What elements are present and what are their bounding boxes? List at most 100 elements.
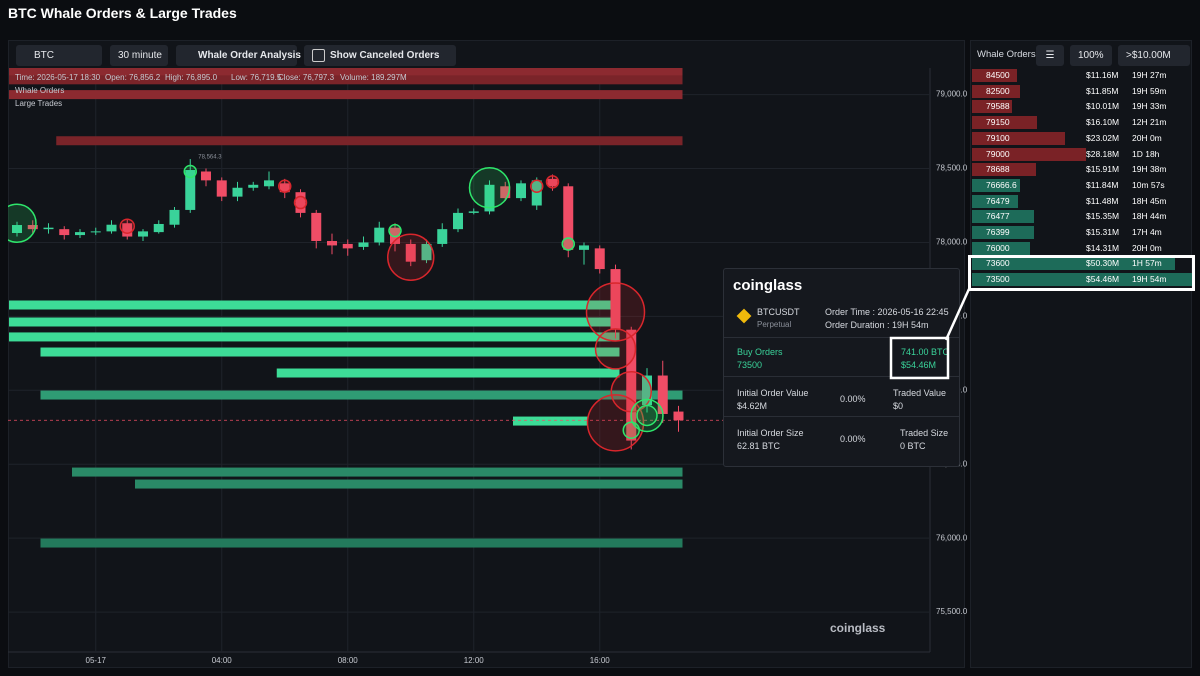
- order-value-label: $15.35M: [1086, 211, 1120, 222]
- order-value-label: $11.48M: [1086, 195, 1119, 206]
- large-trade: [585, 282, 646, 342]
- value: 62.81 BTC: [737, 441, 781, 451]
- candle-body: [122, 223, 133, 237]
- y-tick-label: 76,000.0: [936, 533, 968, 542]
- filter-select[interactable]: >$10.00M: [1118, 45, 1190, 66]
- order-price: 79000: [986, 148, 1010, 159]
- candle-body: [453, 212, 463, 230]
- settings-button[interactable]: ☰: [1036, 45, 1064, 66]
- order-row[interactable]: 76399 $15.31M 17H 4m: [972, 225, 1192, 240]
- order-row[interactable]: 84500 $11.16M 19H 27m: [972, 68, 1192, 83]
- order-row[interactable]: 82500 $11.85M 19H 59m: [972, 84, 1192, 99]
- label: Initial Order Value: [737, 388, 809, 398]
- candle-body: [516, 183, 526, 199]
- tooltip-symbol: BTCUSDT: [757, 307, 800, 317]
- interval-select[interactable]: 30 minute: [110, 45, 168, 66]
- order-row[interactable]: 79100 $23.02M 20H 0m: [972, 131, 1192, 146]
- tooltip-price: 73500: [737, 360, 763, 370]
- large-trade: [561, 237, 575, 251]
- order-price: 76666.6: [986, 179, 1017, 190]
- value: 0.00%: [840, 434, 866, 444]
- candle-body: [594, 248, 605, 270]
- order-value-label: $54.46M: [1086, 274, 1120, 285]
- whale-order: [72, 467, 683, 477]
- order-price: 79588: [986, 101, 1010, 112]
- whale-order: [56, 136, 683, 146]
- large-trade: [278, 179, 292, 194]
- checkbox[interactable]: [312, 49, 325, 62]
- zoom-select[interactable]: 100%: [1070, 45, 1112, 66]
- order-duration: 19H 27m: [1132, 70, 1167, 80]
- order-bar: [972, 131, 1065, 145]
- divider: [724, 376, 959, 377]
- order-price: 78688: [986, 164, 1010, 175]
- order-row[interactable]: 76000 $14.31M 20H 0m: [972, 241, 1192, 256]
- tooltip-order-time: Order Time : 2026-05-16 22:45: [825, 307, 949, 317]
- order-row[interactable]: 76479 $11.48M 18H 45m: [972, 194, 1192, 209]
- whale-order: [9, 332, 620, 342]
- candle-body: [405, 243, 416, 262]
- order-row[interactable]: 79150 $16.10M 12H 21m: [972, 115, 1192, 130]
- y-tick-label: 78,000.0: [936, 238, 968, 247]
- large-trade: [545, 175, 560, 189]
- candle-body: [248, 184, 259, 188]
- canceled-toggle[interactable]: Show Canceled Orders: [304, 45, 456, 66]
- analysis-button[interactable]: Whale Order Analysis: [176, 45, 301, 66]
- order-bar: [972, 178, 1020, 192]
- ohlc-info: High: 76,895.0: [165, 73, 218, 82]
- order-price: 82500: [986, 85, 1010, 96]
- order-duration: 18H 45m: [1132, 195, 1167, 206]
- order-price: 76399: [986, 227, 1010, 237]
- order-row[interactable]: 79000 $28.18M 1D 18h: [972, 147, 1192, 162]
- candle-body: [468, 211, 479, 213]
- whale-order: [9, 317, 620, 327]
- value: $0: [893, 401, 904, 411]
- order-duration: 19H 33m: [1132, 101, 1167, 112]
- order-bar: [972, 84, 1020, 98]
- order-value-label: $14.31M: [1086, 242, 1120, 253]
- order-value-label: $11.85M: [1086, 85, 1119, 96]
- candle-body: [169, 209, 180, 225]
- order-value-label: $50.30M: [1086, 258, 1120, 269]
- order-bar: [972, 116, 1038, 130]
- large-trade: [630, 398, 664, 433]
- candle-body: [610, 269, 621, 330]
- symbol-select[interactable]: BTC: [16, 45, 102, 66]
- order-price: 76000: [986, 242, 1010, 253]
- order-bar: [972, 210, 1034, 224]
- candle-body: [547, 178, 558, 187]
- candle-body: [216, 180, 227, 197]
- whale-order: [9, 68, 683, 77]
- candle-body: [484, 184, 495, 212]
- order-price: 73500: [986, 274, 1010, 285]
- high-label: 78,564.3: [198, 155, 222, 161]
- order-row[interactable]: 76477 $15.35M 18H 44m: [972, 209, 1192, 224]
- order-row[interactable]: 73500 $54.46M 19H 54m: [972, 272, 1192, 287]
- whale-order: [9, 75, 683, 85]
- tooltip-duration: Order Duration : 19H 54m: [825, 320, 929, 330]
- order-row[interactable]: 73600 $50.30M 1H 57m: [972, 256, 1192, 271]
- candle-body: [311, 212, 322, 241]
- plot: [8, 68, 930, 548]
- order-row[interactable]: 76666.6 $11.84M 10m 57s: [972, 178, 1192, 193]
- candle-body: [43, 227, 54, 230]
- candle-body: [185, 170, 196, 210]
- x-tick-label: 16:00: [590, 656, 611, 665]
- x-tick-label: 12:00: [464, 656, 485, 665]
- order-row[interactable]: 79588 $10.01M 19H 33m: [972, 99, 1192, 114]
- candle-body: [327, 240, 337, 246]
- ohlc-info: Time: 2026-05-17 18:30: [15, 73, 101, 82]
- order-duration: 1H 57m: [1132, 258, 1162, 269]
- candle-body: [106, 224, 117, 232]
- whale-order: [9, 90, 683, 100]
- candle-body: [579, 245, 589, 250]
- order-row[interactable]: 78688 $15.91M 19H 38m: [972, 162, 1192, 177]
- candle-body: [201, 171, 211, 181]
- candle-body: [626, 329, 637, 441]
- tooltip-size: 741.00 BTC: [901, 347, 950, 357]
- candle-body: [342, 243, 353, 249]
- candle-body: [437, 229, 448, 244]
- candle-body: [279, 183, 290, 193]
- order-value-label: $23.02M: [1086, 132, 1120, 143]
